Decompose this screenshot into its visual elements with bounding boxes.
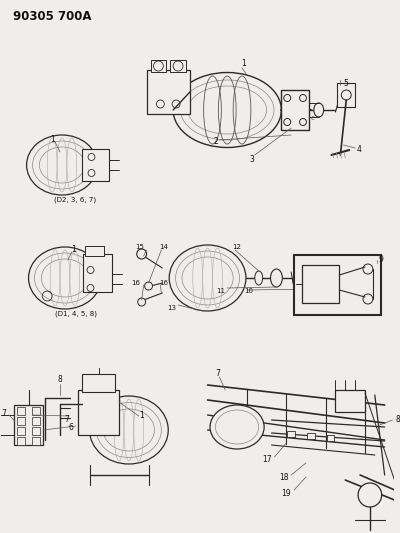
Text: 10: 10 [244, 288, 253, 294]
Text: 8: 8 [396, 416, 400, 424]
Text: 1: 1 [72, 245, 76, 254]
Ellipse shape [270, 269, 282, 287]
Text: 11: 11 [216, 288, 225, 294]
Bar [78, 390, 119, 435]
Ellipse shape [169, 245, 246, 311]
Bar [17, 417, 25, 425]
Text: 2: 2 [213, 138, 218, 147]
Bar [307, 432, 315, 439]
Bar [281, 90, 309, 130]
Ellipse shape [90, 396, 168, 464]
Text: 15: 15 [135, 244, 144, 250]
Circle shape [137, 249, 146, 259]
Ellipse shape [28, 247, 101, 309]
Circle shape [145, 282, 152, 290]
Text: 5: 5 [343, 78, 348, 87]
Ellipse shape [26, 135, 98, 195]
Text: 7: 7 [215, 369, 220, 378]
Text: 17: 17 [262, 456, 272, 464]
Bar [170, 60, 186, 72]
Text: 1: 1 [50, 134, 54, 143]
Ellipse shape [314, 103, 324, 117]
Bar [14, 405, 43, 445]
Text: c: c [311, 115, 315, 121]
Bar [32, 417, 40, 425]
Text: (D2, 3, 6, 7): (D2, 3, 6, 7) [54, 197, 96, 203]
Bar [336, 390, 365, 412]
Text: 1: 1 [139, 411, 144, 421]
Text: 1: 1 [242, 60, 246, 69]
Bar [82, 149, 109, 181]
Text: 7: 7 [64, 415, 69, 424]
Text: 8: 8 [58, 376, 62, 384]
Bar [32, 437, 40, 445]
Text: 12: 12 [233, 244, 242, 250]
Text: 16: 16 [132, 280, 141, 286]
Text: 6: 6 [69, 424, 74, 432]
Text: 7: 7 [1, 409, 6, 418]
Text: 9: 9 [379, 254, 384, 263]
Bar [17, 407, 25, 415]
Bar [294, 255, 381, 315]
Ellipse shape [173, 72, 281, 148]
Bar [17, 437, 25, 445]
Bar [32, 427, 40, 435]
Bar [150, 60, 166, 72]
Text: 90305 700A: 90305 700A [13, 10, 91, 23]
Text: 13: 13 [167, 305, 176, 311]
Bar [287, 431, 295, 437]
Bar [85, 246, 104, 256]
Text: 4: 4 [357, 146, 362, 155]
Circle shape [358, 483, 382, 507]
Bar [338, 83, 355, 107]
Bar [32, 407, 40, 415]
Ellipse shape [307, 267, 325, 289]
Bar [302, 265, 339, 303]
Text: 3: 3 [250, 155, 254, 164]
Bar [83, 254, 112, 292]
Circle shape [138, 298, 146, 306]
Bar [327, 434, 334, 440]
Text: 18: 18 [279, 473, 288, 482]
Text: (D1, 4, 5, 8): (D1, 4, 5, 8) [55, 311, 97, 317]
Bar [82, 374, 115, 392]
Text: 14: 14 [159, 244, 168, 250]
Text: 19: 19 [282, 489, 291, 497]
Ellipse shape [255, 271, 263, 285]
Text: 16: 16 [159, 280, 168, 286]
Bar [17, 427, 25, 435]
Ellipse shape [210, 405, 264, 449]
Bar [146, 70, 190, 114]
